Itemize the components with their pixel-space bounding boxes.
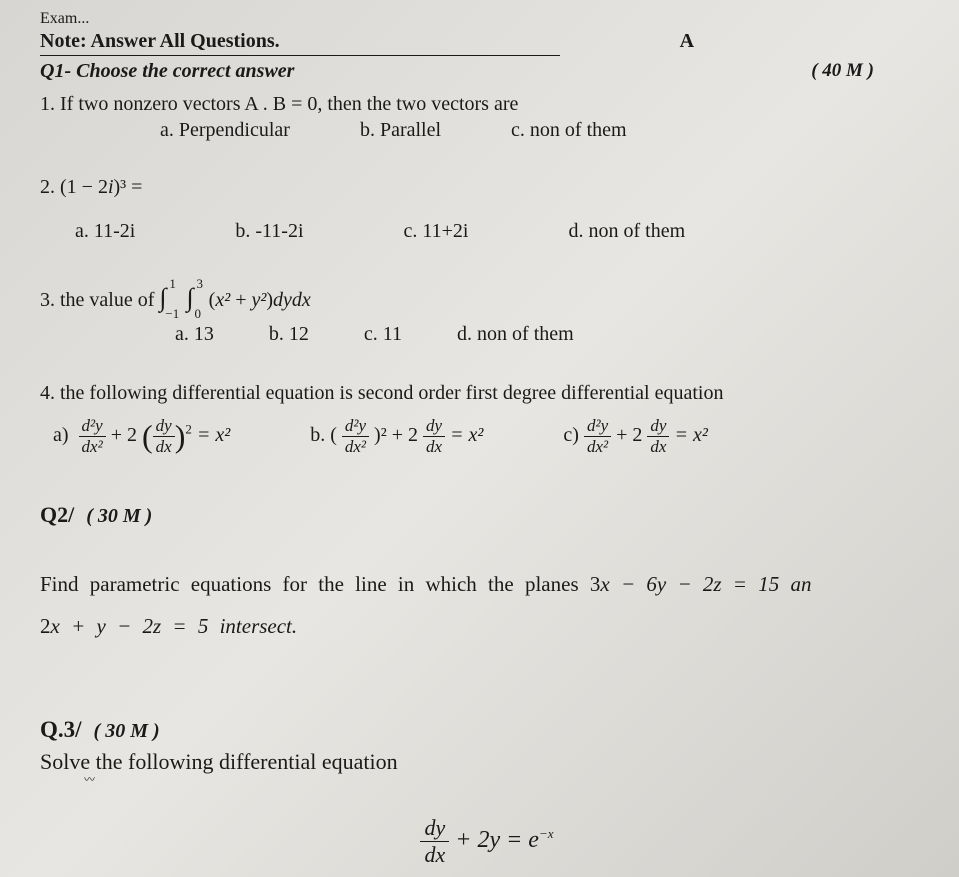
cut-off-text: Exam... — [40, 10, 934, 28]
q3-text: Solve the following differential equatio… — [40, 749, 934, 787]
q3-marks: ( 30 M ) — [94, 720, 160, 742]
header-divider — [40, 55, 560, 56]
q2-label: Q2/ — [40, 502, 74, 527]
q1-1-opt-c: c. non of them — [511, 119, 627, 142]
q1-2-opt-d: d. non of them — [568, 220, 685, 243]
q1-2-opt-c: c. 11+2i — [404, 220, 469, 243]
q1-item2-text: 2. (1 − 2i)³ = — [40, 172, 934, 202]
q2-section: Q2/ ( 30 M ) Find parametric equations f… — [40, 502, 934, 647]
q1-3-opt-c: c. 11 — [364, 323, 402, 346]
q1-2-opt-a: a. 11-2i — [75, 220, 135, 243]
q1-4-opt-c: c) d²ydx² + 2 dydx = x² — [563, 416, 707, 457]
q1-marks: ( 40 M ) — [811, 60, 874, 83]
q3-section: Q.3/ ( 30 M ) Solve the following differ… — [40, 717, 934, 868]
q1-title: Q1- Choose the correct answer — [40, 60, 294, 83]
q1-item4-options: a) d²ydx² + 2 (dydx)2 = x² b. ( d²ydx² )… — [53, 416, 934, 457]
q2-marks: ( 30 M ) — [86, 505, 152, 527]
q1-item1-options: a. Perpendicular b. Parallel c. non of t… — [160, 119, 934, 142]
q1-item4-text: 4. the following differential equation i… — [40, 378, 934, 408]
q1-4-opt-a: a) d²ydx² + 2 (dydx)2 = x² — [53, 416, 230, 457]
q1-item3-text: 3. the value of ∫1−1 ∫30 (x² + y²)dydx — [40, 278, 934, 317]
q1-3-opt-a: a. 13 — [175, 323, 214, 346]
q1-item2-options: a. 11-2i b. -11-2i c. 11+2i d. non of th… — [75, 220, 934, 243]
q1-item1-text: 1. If two nonzero vectors A . B = 0, the… — [40, 89, 934, 119]
q1-3-opt-d: d. non of them — [457, 323, 574, 346]
q1-1-opt-b: b. Parallel — [360, 119, 441, 142]
q3-equation: dydx + 2y = e−x — [40, 815, 934, 868]
q1-3-opt-b: b. 12 — [269, 323, 309, 346]
section-label: A — [680, 30, 694, 53]
q2-text: Find parametric equations for the line i… — [40, 563, 934, 647]
q1-item3-options: a. 13 b. 12 c. 11 d. non of them — [175, 323, 934, 346]
note-text: Note: Answer All Questions. — [40, 30, 280, 53]
integral-2: ∫30 — [187, 278, 194, 317]
q1-2-opt-b: b. -11-2i — [235, 220, 303, 243]
q1-1-opt-a: a. Perpendicular — [160, 119, 290, 142]
q1-4-opt-b: b. ( d²ydx² )² + 2 dydx = x² — [310, 416, 483, 457]
integral-1: ∫1−1 — [159, 278, 166, 317]
q3-label: Q.3/ — [40, 717, 82, 742]
